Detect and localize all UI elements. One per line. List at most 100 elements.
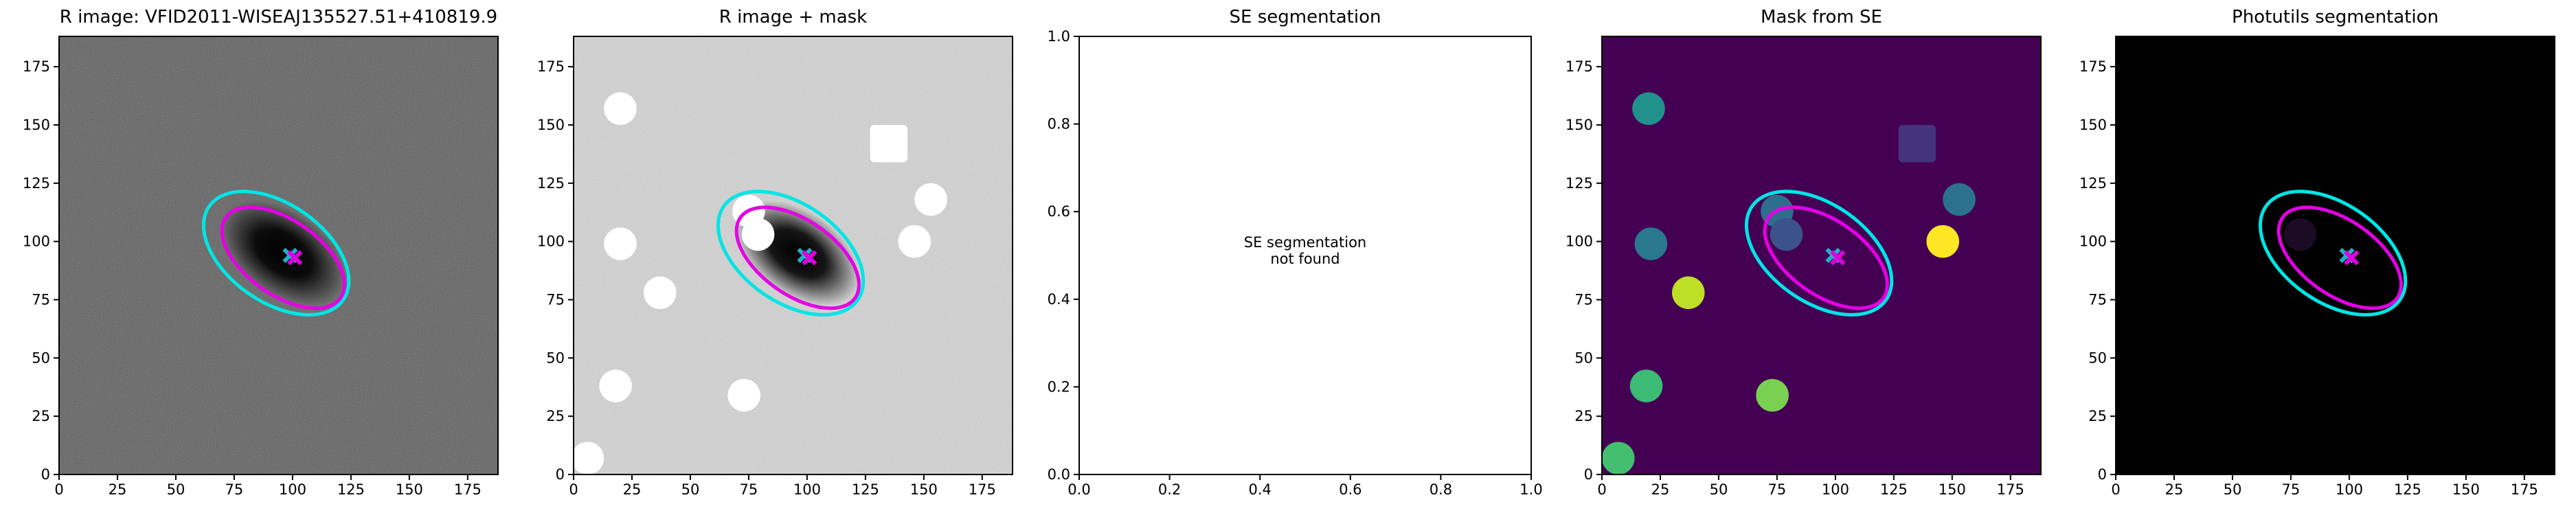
- axes-frame: [58, 36, 499, 475]
- x-tick-label: 150: [2452, 481, 2480, 498]
- x-tick-label: 0: [54, 481, 63, 498]
- x-tick-label: 0.4: [1248, 481, 1271, 498]
- panel-title: R image: VFID2011-WISEAJ135527.51+410819…: [60, 7, 497, 27]
- x-tick-label: 175: [969, 481, 996, 498]
- mask-square: [870, 124, 908, 163]
- y-tick-label: 125: [537, 175, 565, 192]
- aperture-ellipse: [201, 190, 351, 317]
- aperture-ellipse: [2276, 205, 2403, 310]
- mask-circle: [599, 369, 632, 402]
- y-tick-label: 150: [23, 117, 50, 133]
- plot-area: [2116, 36, 2555, 474]
- y-tick-label: 125: [2079, 175, 2107, 192]
- y-tick-label: 25: [1574, 408, 1593, 424]
- y-tick-label: 0.6: [1048, 203, 1070, 220]
- mask-circle: [1943, 183, 1976, 216]
- x-tick-label: 150: [396, 481, 423, 498]
- annotation-text: not found: [1270, 251, 1340, 267]
- x-tick-label: 125: [852, 481, 879, 498]
- y-tick-label: 1.0: [1048, 28, 1070, 45]
- y-tick-label: 150: [1566, 117, 1593, 133]
- y-tick-label: 0.0: [1048, 466, 1070, 483]
- x-tick-label: 75: [2282, 481, 2301, 498]
- x-tick-label: 0.6: [1339, 481, 1362, 498]
- y-tick-label: 0: [41, 466, 50, 483]
- mask-circle: [741, 218, 775, 251]
- mask-circle: [1602, 442, 1635, 474]
- x-tick-label: 0: [569, 481, 578, 498]
- y-tick-label: 75: [2088, 291, 2107, 308]
- x-tick-label: 100: [279, 481, 306, 498]
- x-tick-label: 25: [1651, 481, 1670, 498]
- mask-circle: [1632, 92, 1665, 125]
- mask-circle: [1756, 378, 1789, 412]
- x-tick-label: 175: [454, 481, 482, 498]
- mask-circle: [604, 227, 637, 260]
- x-tick-label: 100: [793, 481, 821, 498]
- y-tick-label: 75: [32, 291, 50, 308]
- y-tick-label: 0.2: [1048, 378, 1070, 395]
- x-tick-label: 25: [2165, 481, 2184, 498]
- x-tick-label: 0.0: [1067, 481, 1090, 498]
- panel: Photutils segmentation 0 25 50 75 100 125 150 17…: [2079, 7, 2555, 498]
- x-tick-label: 50: [681, 481, 700, 498]
- y-tick-label: 100: [1566, 233, 1593, 250]
- x-tick-label: 175: [2511, 481, 2538, 498]
- aperture-ellipse: [2258, 190, 2408, 317]
- y-tick-label: 50: [2088, 350, 2107, 366]
- image-background: [2116, 36, 2555, 474]
- x-tick-label: 75: [1768, 481, 1787, 498]
- panel: Mask from SE 0 25 50 75 100 125 150 175 0 25 50 75 10…: [1566, 7, 2042, 498]
- y-tick-label: 0: [1584, 466, 1593, 483]
- x-tick-label: 50: [1710, 481, 1728, 498]
- plot-background: [1079, 36, 1531, 474]
- panel-title: SE segmentation: [1230, 7, 1381, 27]
- x-tick-label: 0.2: [1158, 481, 1181, 498]
- y-tick-label: 50: [32, 350, 50, 366]
- y-tick-label: 175: [1566, 58, 1593, 75]
- mask-circle: [914, 183, 947, 216]
- aperture-ellipse: [1744, 190, 1894, 317]
- x-tick-label: 0.8: [1430, 481, 1452, 498]
- mask-circle: [1926, 225, 1960, 258]
- y-tick-label: 50: [1574, 350, 1593, 366]
- mask-circle: [1629, 369, 1663, 402]
- y-tick-label: 175: [23, 58, 50, 75]
- axes-frame: [1078, 36, 1532, 475]
- y-tick-label: 25: [546, 408, 565, 424]
- axes-frame: [1601, 36, 2042, 475]
- plot-area: [1602, 36, 2041, 474]
- y-tick-label: 0.8: [1048, 116, 1070, 133]
- y-tick-label: 125: [1566, 175, 1593, 192]
- x-tick-label: 25: [109, 481, 127, 498]
- x-tick-label: 50: [2224, 481, 2242, 498]
- y-tick-label: 100: [537, 233, 565, 250]
- x-tick-label: 100: [1822, 481, 1849, 498]
- mask-circle: [643, 276, 677, 310]
- aperture-ellipse: [220, 205, 346, 310]
- aperture-ellipse: [716, 190, 866, 317]
- plot-area: [59, 36, 498, 474]
- y-tick-label: 75: [1574, 291, 1593, 308]
- mask-circle: [604, 92, 637, 125]
- aperture-ellipse: [1763, 205, 1889, 310]
- aperture-ellipse: [734, 205, 861, 310]
- x-tick-label: 100: [2336, 481, 2363, 498]
- y-tick-label: 0: [556, 466, 565, 483]
- y-tick-label: 175: [2079, 58, 2107, 75]
- y-tick-label: 175: [537, 58, 565, 75]
- mask-circle: [727, 378, 760, 412]
- x-tick-label: 25: [623, 481, 642, 498]
- image-background: [1602, 36, 2041, 474]
- y-tick-label: 150: [537, 117, 565, 133]
- center-marker: [287, 250, 303, 266]
- mask-circle: [1634, 227, 1668, 260]
- y-tick-label: 125: [23, 175, 50, 192]
- y-tick-label: 100: [23, 233, 50, 250]
- mask-square: [1898, 124, 1936, 163]
- mask-circle: [1770, 218, 1803, 251]
- panel-title: Photutils segmentation: [2232, 7, 2439, 27]
- panel: R image: VFID2011-WISEAJ135527.51+410819…: [23, 7, 499, 498]
